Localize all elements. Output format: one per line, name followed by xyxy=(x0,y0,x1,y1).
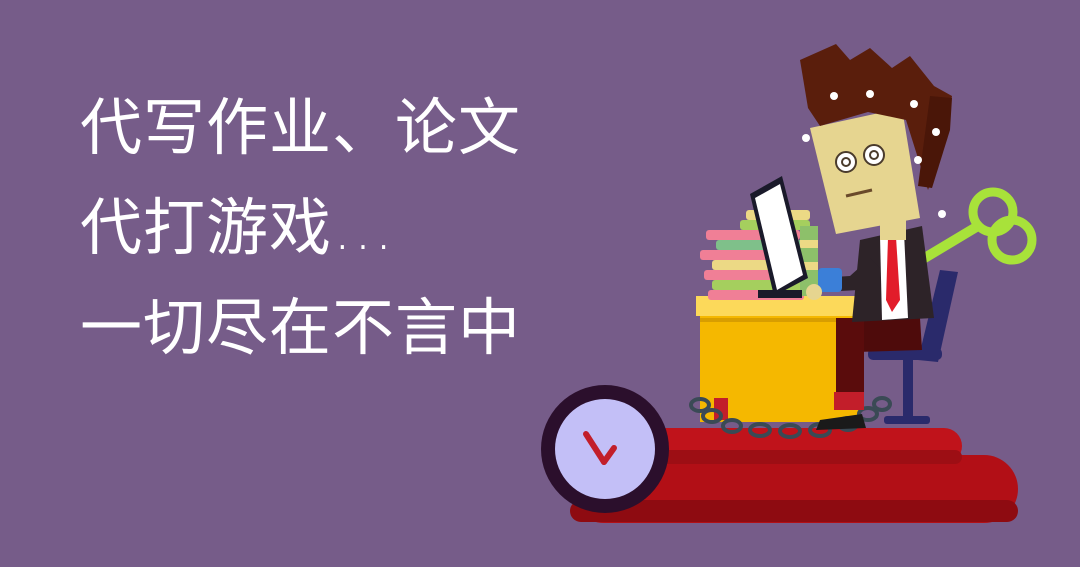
overworked-man-illustration xyxy=(541,44,1037,523)
red-book-base-icon xyxy=(570,428,1018,523)
overworked-man-icon xyxy=(800,44,952,430)
clock-icon xyxy=(541,385,669,513)
computer-monitor-icon xyxy=(750,176,808,298)
headline-text: 代写作业、论文 代打游戏… 一切尽在不言中 xyxy=(80,78,521,378)
headline-line-3: 一切尽在不言中 xyxy=(80,291,522,364)
wind-up-key-icon xyxy=(913,187,1037,267)
headline-line-2: 代打游戏… xyxy=(80,191,396,264)
headline-line-1: 代写作业、论文 xyxy=(80,91,522,164)
desk-icon xyxy=(696,296,864,422)
